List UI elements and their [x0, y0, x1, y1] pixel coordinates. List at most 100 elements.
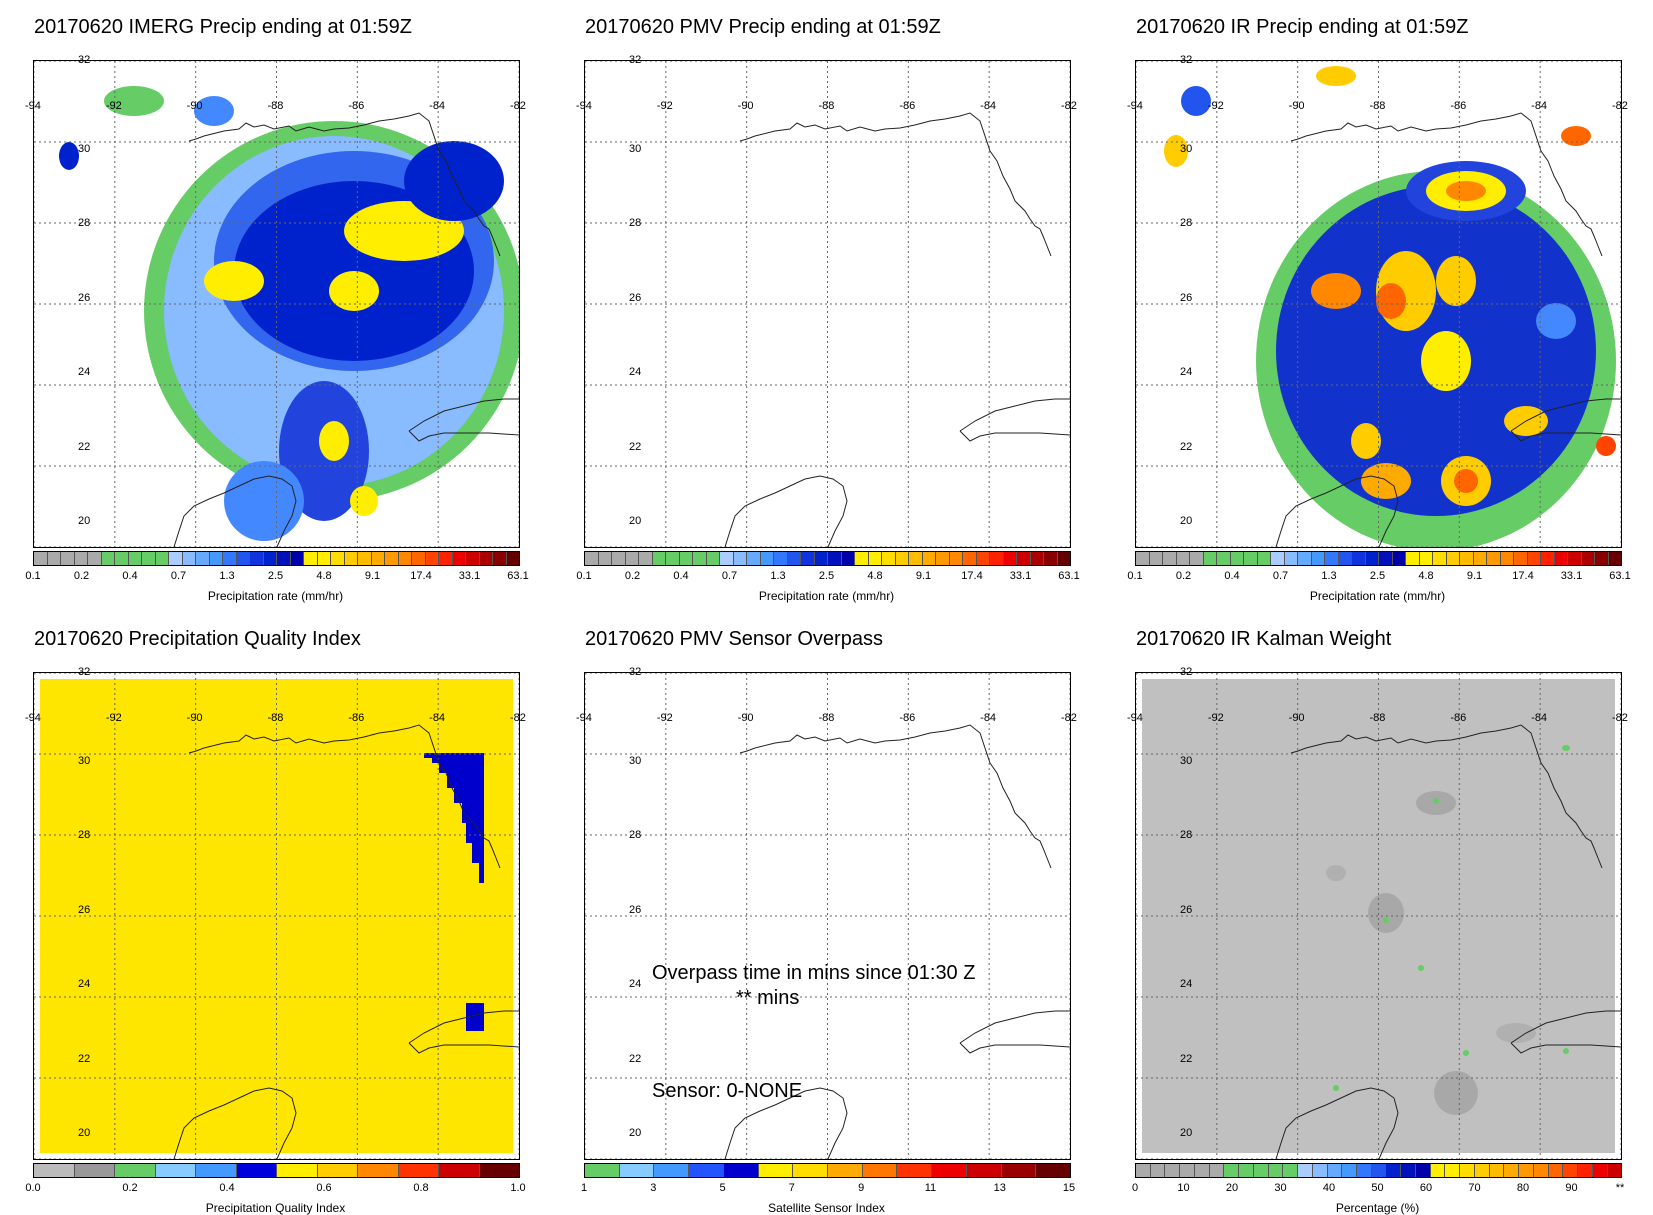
- colorbar-swatch: [290, 552, 304, 565]
- colorbar-tick-label: 1.3: [1321, 570, 1337, 582]
- colorbar-swatch: [155, 1164, 196, 1177]
- colorbar-swatch: [909, 552, 923, 565]
- colorbar-tick-label: 33.1: [458, 570, 481, 582]
- precip-blob: [1316, 66, 1356, 86]
- colorbar-swatch: [277, 1164, 318, 1177]
- colorbar-tick-label: 60: [1419, 1182, 1433, 1194]
- colorbar-swatch: [1401, 1164, 1416, 1177]
- colorbar-label: Percentage (%): [1335, 1201, 1420, 1215]
- coastline: [203, 724, 501, 869]
- colorbar-swatch: [1165, 1164, 1181, 1177]
- lon-label: -86: [899, 712, 916, 724]
- lat-label: 26: [629, 291, 642, 304]
- colorbar-tick-label: 1.3: [770, 570, 786, 582]
- colorbar-tick-label: 2.5: [1369, 570, 1386, 582]
- colorbar-swatch: [1430, 1164, 1446, 1177]
- colorbar: [1135, 551, 1622, 566]
- precip-blob: [104, 86, 164, 116]
- lon-label: -90: [737, 100, 754, 112]
- colorbar-swatch: [733, 552, 747, 565]
- colorbar-swatch: [1239, 1164, 1254, 1177]
- map-frame: [1135, 60, 1622, 548]
- colorbar-label: Precipitation rate (mm/hr): [1309, 589, 1446, 603]
- colorbar-tick-label: 63.1: [1609, 570, 1631, 582]
- colorbar-swatch: [452, 552, 466, 565]
- colorbar-swatch: [758, 1164, 794, 1177]
- precip-blob: [1311, 273, 1361, 309]
- lat-label: 30: [1180, 754, 1193, 767]
- colorbar-tick-label: 0.7: [1272, 570, 1289, 582]
- colorbar-swatch: [1136, 552, 1150, 565]
- kalman-blob: [1368, 893, 1404, 933]
- colorbar-tick-label: 0.8: [413, 1182, 429, 1194]
- lon-label: -82: [510, 712, 526, 724]
- precip-blob: [1536, 303, 1576, 339]
- precip-blob: [204, 261, 264, 301]
- colorbar-tick-label: 7: [788, 1182, 795, 1194]
- colorbar-tick-label: 0.2: [73, 570, 90, 582]
- lon-label: -88: [267, 100, 284, 112]
- map-canvas: [1136, 61, 1621, 547]
- colorbar-swatch: [1257, 552, 1271, 565]
- colorbar-swatch: [479, 1164, 519, 1177]
- lon-label: -82: [1061, 100, 1077, 112]
- colorbar-swatch: [1406, 552, 1420, 565]
- colorbar-swatch: [412, 552, 426, 565]
- colorbar-swatch: [639, 552, 653, 565]
- coastline: [739, 135, 756, 142]
- colorbar-label: Precipitation rate (mm/hr): [207, 589, 344, 603]
- colorbar-tick-label: 0: [1131, 1182, 1139, 1194]
- lat-label: 28: [629, 217, 642, 230]
- colorbar: [1135, 1163, 1622, 1178]
- colorbar-swatch: [1357, 1164, 1372, 1177]
- colorbar-swatch: [720, 552, 734, 565]
- colorbar-swatch: [1253, 1164, 1269, 1177]
- map-canvas: [34, 61, 519, 547]
- colorbar-swatch: [317, 1164, 358, 1177]
- lat-label: 22: [78, 1052, 91, 1065]
- pqi-blue-region: [424, 753, 484, 883]
- lat-label: 22: [1180, 1052, 1193, 1065]
- colorbar-swatch: [760, 552, 774, 565]
- lat-label: 30: [629, 142, 642, 155]
- lon-label: -92: [1207, 100, 1224, 112]
- kalman-blob: [1326, 865, 1346, 881]
- lat-label: 22: [629, 1052, 642, 1065]
- lon-label: -90: [737, 712, 754, 724]
- colorbar-tick-label: 0.1: [1127, 570, 1143, 582]
- colorbar-tick-label: 9.1: [1466, 570, 1483, 582]
- colorbar-swatch: [1460, 1164, 1475, 1177]
- colorbar-swatch: [862, 1164, 898, 1177]
- colorbar-swatch: [101, 552, 115, 565]
- lon-label: -94: [576, 100, 592, 112]
- map-frame: [1135, 672, 1622, 1160]
- colorbar-swatch: [666, 552, 680, 565]
- lon-label: -84: [1531, 100, 1548, 112]
- colorbar-swatch: [1445, 1164, 1461, 1177]
- map-canvas: [585, 61, 1070, 547]
- colorbar-swatch: [652, 552, 666, 565]
- colorbar-ticks: 0.1 0.2 0.4 0.7 1.3 2.5 4.8 9.1 17.4 33.1 63.1: [1127, 570, 1630, 584]
- colorbar-swatch: [1327, 1164, 1343, 1177]
- colorbar-swatch: [1527, 552, 1541, 565]
- precip-blob: [1446, 181, 1486, 201]
- lat-label: 32: [629, 666, 642, 678]
- kalman-green-spot: [1463, 1050, 1469, 1056]
- colorbar-ticks: 0.1 0.2 0.4 0.7 1.3 2.5 4.8 9.1 17.4 33.1 63.1: [576, 570, 1079, 584]
- colorbar-swatch: [425, 552, 439, 565]
- colorbar-tick-label: 0.1: [25, 570, 41, 582]
- colorbar-tick-label: 0.1: [576, 570, 592, 582]
- lat-label: 24: [629, 978, 642, 991]
- colorbar-tick-label: 13: [993, 1182, 1006, 1194]
- lon-label: -94: [1127, 100, 1143, 112]
- coastline: [754, 724, 1052, 869]
- colorbar-swatch: [619, 1164, 655, 1177]
- coastline: [959, 398, 1070, 432]
- colorbar-tick-label: 17.4: [1512, 570, 1534, 582]
- kalman-blob: [1434, 1071, 1478, 1115]
- colorbar-swatch: [1311, 552, 1325, 565]
- coastline: [203, 112, 501, 257]
- colorbar-swatch: [1504, 1164, 1520, 1177]
- colorbar-tick-label: 80: [1516, 1182, 1530, 1194]
- coastline: [959, 1042, 1070, 1054]
